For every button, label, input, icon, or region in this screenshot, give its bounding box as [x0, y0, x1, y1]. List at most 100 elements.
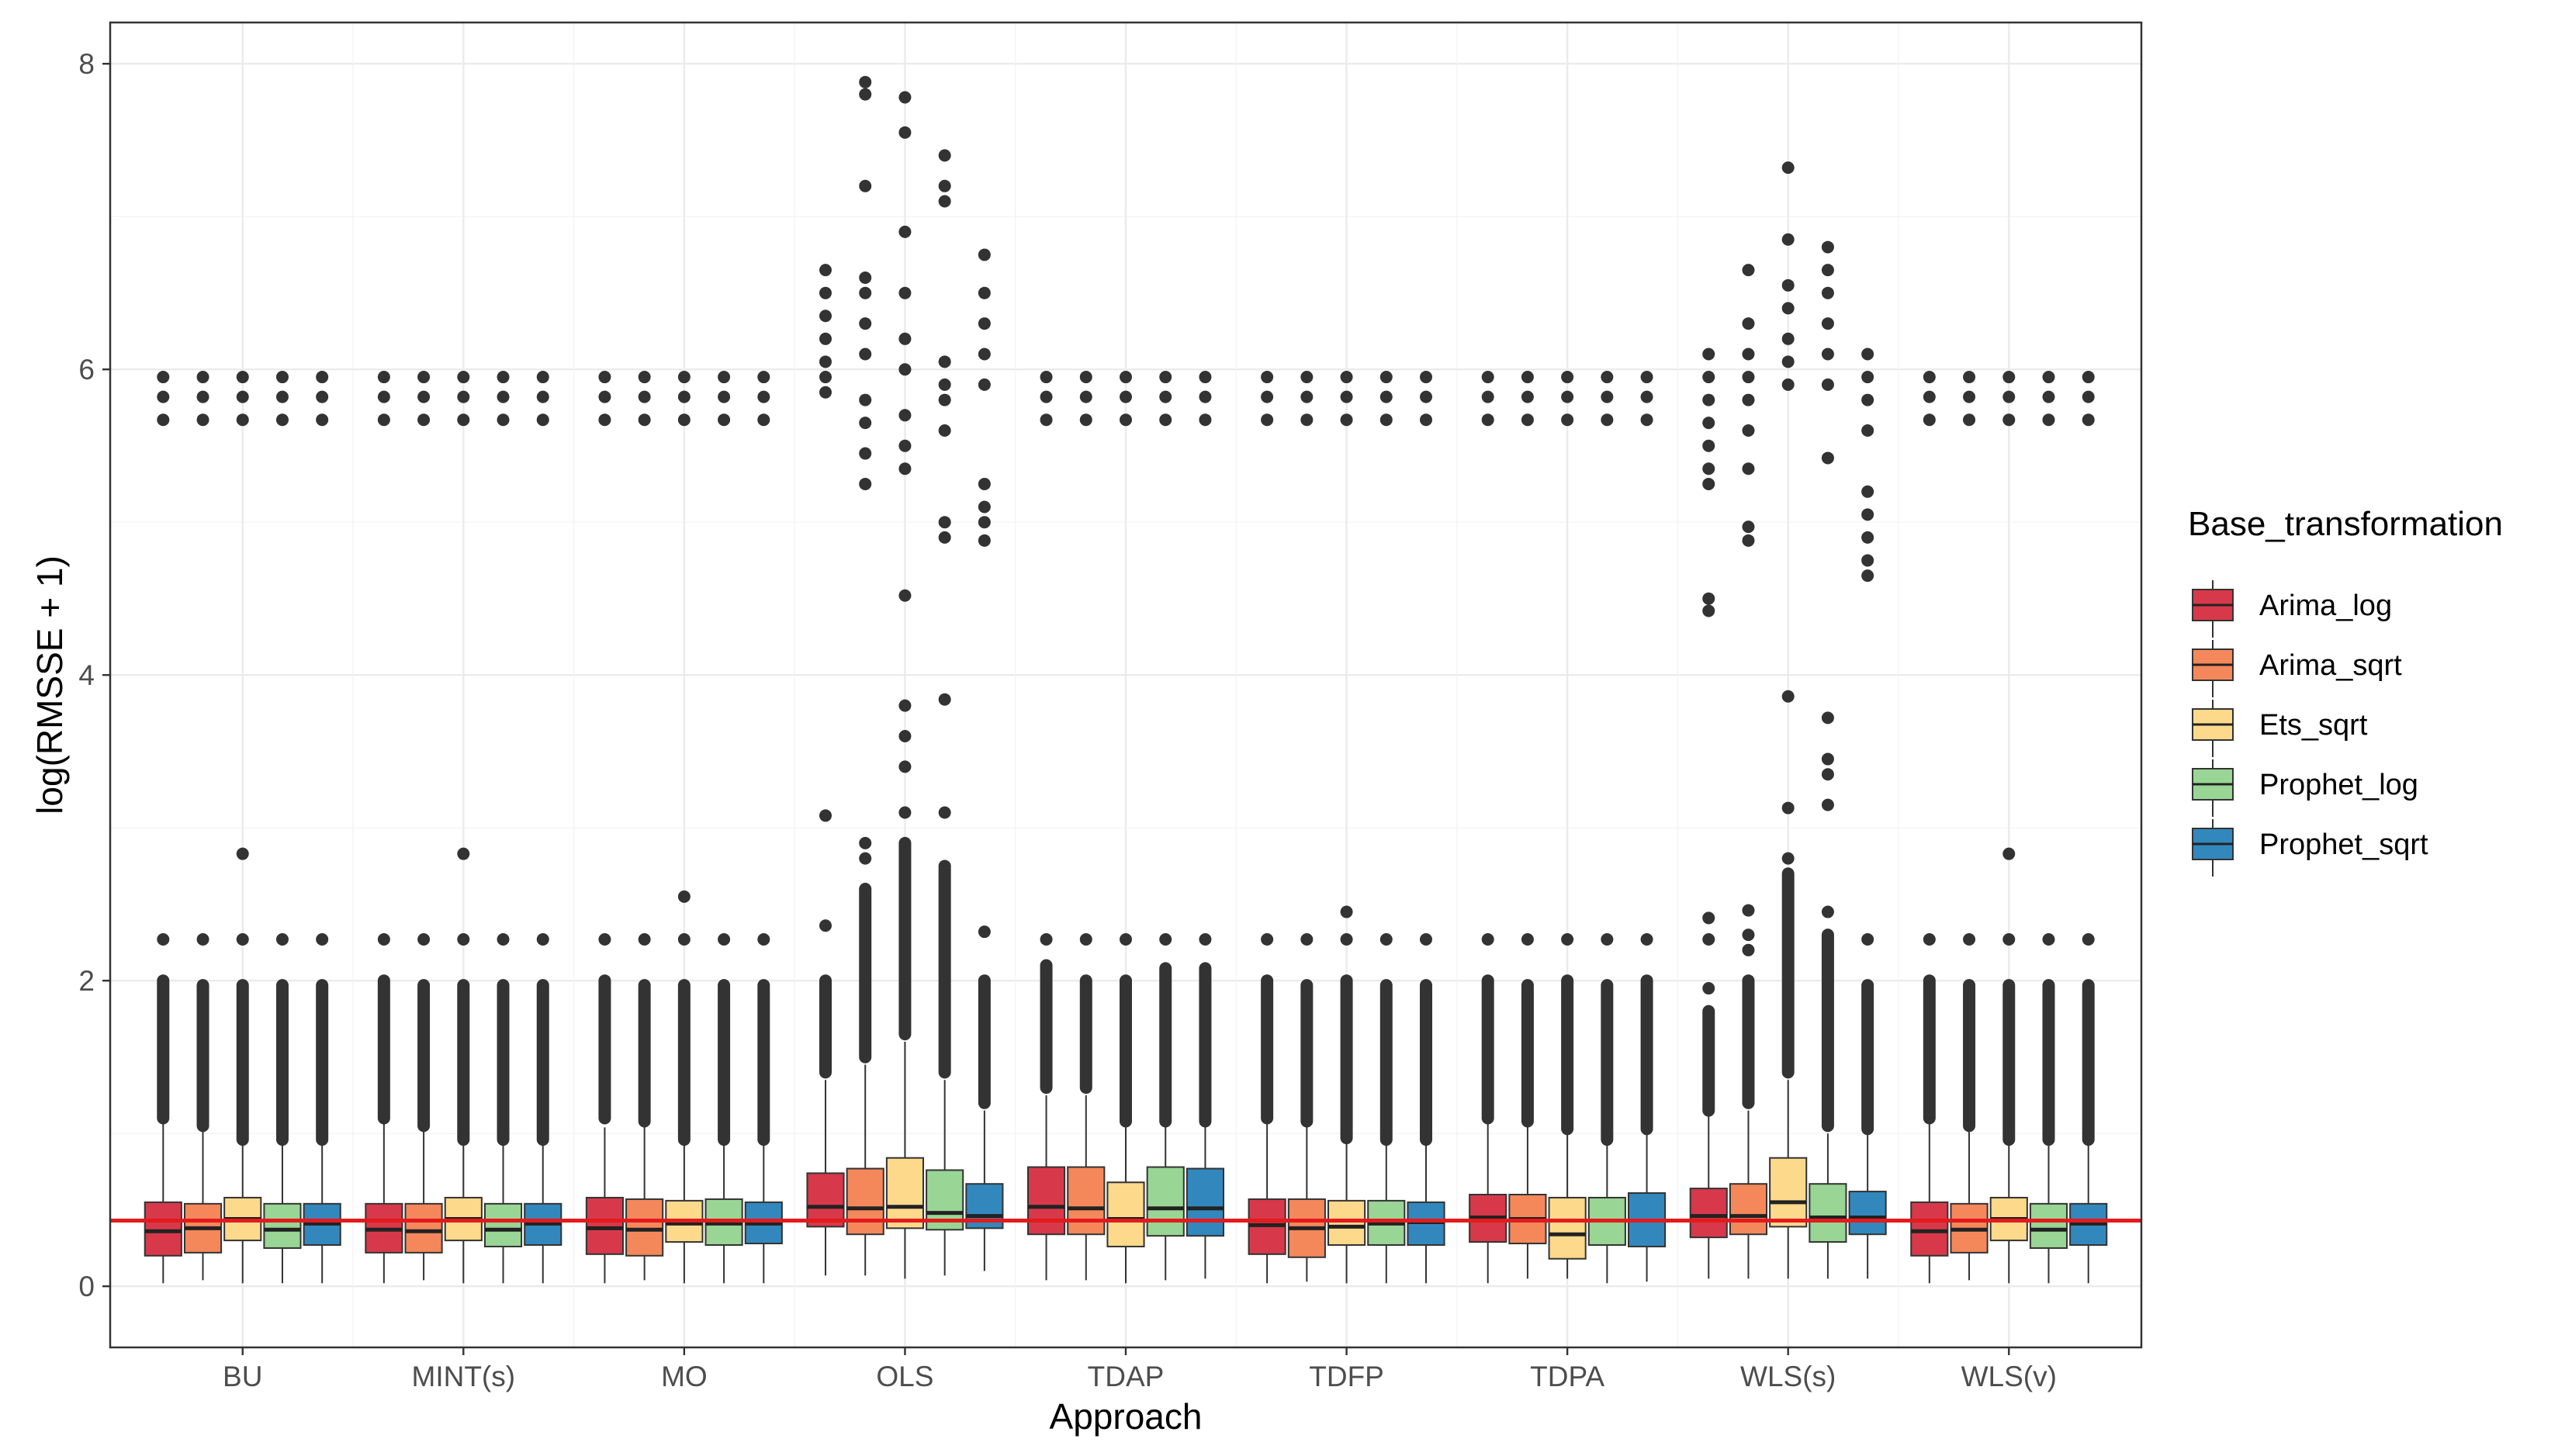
- outlier-point: [1821, 286, 1834, 299]
- outlier-point: [1821, 378, 1834, 391]
- box-Arima_sqrt-BU: [183, 371, 223, 1281]
- outlier-point: [1861, 371, 1874, 384]
- outlier-point: [1079, 371, 1092, 384]
- outlier-point: [1861, 424, 1874, 437]
- outlier-cluster: [1159, 962, 1172, 1128]
- outlier-cluster: [2042, 979, 2055, 1146]
- legend-item: Prophet_sqrt: [2192, 819, 2428, 877]
- boxes: [144, 75, 2108, 1284]
- outlier-cluster: [598, 974, 611, 1125]
- outlier-cluster: [1379, 979, 1393, 1146]
- outlier-point: [1601, 413, 1614, 427]
- outlier-point: [1781, 278, 1795, 292]
- outlier-point: [819, 809, 832, 822]
- outlier-point: [638, 933, 651, 946]
- outlier-point: [898, 363, 912, 376]
- outlier-cluster: [497, 979, 510, 1146]
- outlier-point: [1742, 462, 1755, 476]
- legend: Base_transformation Arima_log Arima_sqrt Et…: [2188, 505, 2503, 877]
- outlier-point: [2042, 371, 2055, 384]
- outlier-point: [1781, 332, 1795, 345]
- outlier-point: [938, 378, 951, 391]
- outlier-point: [1120, 933, 1132, 946]
- outlier-point: [1702, 982, 1715, 995]
- outlier-point: [1861, 508, 1874, 521]
- outlier-point: [1379, 933, 1393, 946]
- outlier-point: [1861, 531, 1874, 544]
- outlier-point: [978, 348, 991, 361]
- outlier-point: [1821, 768, 1834, 781]
- box-Prophet_sqrt-WLS(s): [1848, 348, 1887, 1279]
- outlier-point: [898, 806, 912, 819]
- box-Arima_log-MINT(s): [365, 371, 403, 1284]
- outlier-point: [938, 355, 951, 368]
- outlier-point: [1261, 390, 1274, 403]
- outlier-point: [457, 413, 470, 427]
- outlier-point: [1300, 371, 1314, 384]
- outlier-point: [157, 933, 170, 946]
- outlier-point: [1702, 592, 1715, 605]
- outlier-point: [417, 390, 431, 403]
- legend-label: Arima_sqrt: [2259, 649, 2402, 682]
- outlier-point: [1601, 371, 1614, 384]
- outlier-point: [236, 933, 249, 946]
- outlier-point: [1742, 264, 1755, 277]
- outlier-point: [157, 390, 170, 403]
- outlier-point: [1742, 904, 1755, 917]
- outlier-point: [1420, 371, 1433, 384]
- box-Arima_log-BU: [144, 371, 182, 1284]
- outlier-point: [1821, 451, 1834, 465]
- outlier-point: [1923, 933, 1936, 946]
- outlier-point: [316, 413, 329, 427]
- box-Arima_sqrt-OLS: [846, 75, 884, 1276]
- outlier-point: [1821, 240, 1834, 254]
- outlier-point: [377, 413, 390, 427]
- outlier-point: [1923, 390, 1936, 403]
- outlier-point: [859, 179, 872, 192]
- outlier-point: [377, 933, 390, 946]
- outlier-point: [1742, 393, 1755, 406]
- outlier-cluster: [638, 979, 651, 1128]
- outlier-point: [536, 371, 549, 384]
- outlier-point: [638, 371, 651, 384]
- x-tick-label: BU: [223, 1361, 262, 1392]
- y-tick-label: 0: [78, 1271, 95, 1302]
- outlier-point: [417, 933, 431, 946]
- outlier-point: [1742, 317, 1755, 330]
- x-axis: BU MINT(s) MO OLS TDAP TDFP TDPA WLS(s) WLS(v): [223, 1347, 2057, 1392]
- outlier-point: [316, 390, 329, 403]
- outlier-point: [1261, 371, 1274, 384]
- outlier-point: [2042, 413, 2055, 427]
- outlier-cluster: [718, 979, 731, 1146]
- outlier-point: [196, 371, 209, 384]
- outlier-point: [1963, 413, 1976, 427]
- legend-label: Prophet_sqrt: [2259, 828, 2428, 861]
- outlier-point: [1702, 348, 1715, 361]
- outlier-point: [536, 933, 549, 946]
- outlier-point: [1379, 413, 1393, 427]
- outlier-point: [236, 847, 249, 860]
- outlier-cluster: [1340, 974, 1353, 1145]
- outlier-point: [236, 413, 249, 427]
- outlier-point: [1521, 413, 1534, 427]
- outlier-point: [1640, 390, 1653, 403]
- outlier-point: [157, 371, 170, 384]
- outlier-point: [1963, 390, 1976, 403]
- outlier-point: [898, 439, 912, 452]
- outlier-cluster: [1040, 959, 1053, 1095]
- outlier-point: [898, 126, 912, 139]
- outlier-point: [536, 413, 549, 427]
- outlier-point: [1079, 390, 1092, 403]
- outlier-cluster: [275, 979, 289, 1146]
- outlier-cluster: [1821, 929, 1834, 1133]
- outlier-cluster: [898, 836, 912, 1041]
- outlier-point: [898, 332, 912, 345]
- outlier-point: [1561, 933, 1574, 946]
- outlier-point: [1159, 413, 1172, 427]
- outlier-cluster: [1420, 979, 1433, 1146]
- outlier-point: [1481, 933, 1494, 946]
- y-axis: 0 2 4 6 8: [78, 48, 110, 1302]
- outlier-point: [1159, 933, 1172, 946]
- outlier-point: [1340, 905, 1353, 918]
- outlier-point: [938, 531, 951, 544]
